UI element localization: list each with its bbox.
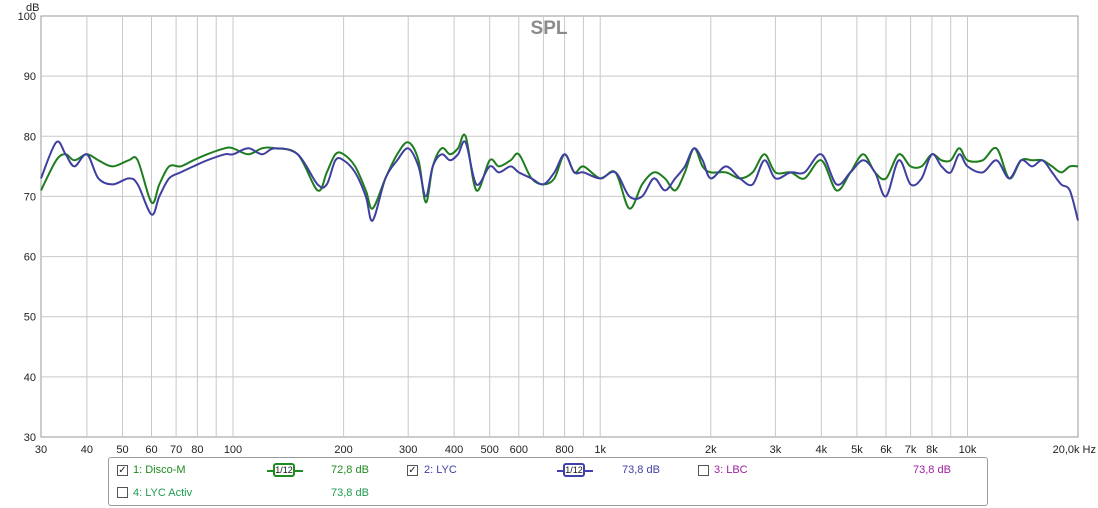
x-tick-labels: 30 40 50 60 70 80 100 200 300 400 500 600 800 1k 2k 3k 4… — [35, 444, 1096, 455]
series-line-disco-m — [40, 133, 1079, 210]
y-tick-label: 50 — [24, 312, 36, 324]
y-tick-labels: 30 40 50 60 70 80 90 100 — [18, 11, 36, 444]
legend-checkbox-4[interactable] — [117, 487, 128, 498]
spl-chart: 30 40 50 60 70 80 90 100 30 40 50 60 70 80 100 200 300 4… — [18, 2, 1096, 455]
x-tick-label: 200 — [334, 444, 352, 455]
y-tick-label: 30 — [24, 432, 36, 444]
legend-panel: ✓ 1: Disco-M 1/12 72,8 dB ✓ 2: LYC 1/12 … — [108, 457, 988, 506]
y-tick-label: 100 — [18, 11, 36, 23]
legend-level-4: 73,8 dB — [331, 487, 369, 499]
y-tick-label: 60 — [24, 252, 36, 264]
smoothing-label-1: 1/12 — [273, 463, 295, 477]
y-tick-label: 80 — [24, 131, 36, 143]
x-tick-label: 2k — [705, 444, 717, 455]
legend-level-2: 73,8 dB — [622, 464, 660, 476]
x-tick-label: 500 — [481, 444, 499, 455]
smoothing-label-2: 1/12 — [563, 463, 585, 477]
series-line-lyc — [40, 140, 1079, 222]
x-tick-label: 600 — [510, 444, 528, 455]
y-tick-label: 90 — [24, 71, 36, 83]
x-tick-label: 70 — [170, 444, 182, 455]
y-axis-label: dB — [26, 2, 39, 14]
x-tick-label: 4k — [815, 444, 827, 455]
x-tick-label: 100 — [224, 444, 242, 455]
legend-label-1: 1: Disco-M — [133, 464, 186, 476]
y-tick-label: 40 — [24, 372, 36, 384]
x-tick-label: 40 — [81, 444, 93, 455]
x-tick-label: 60 — [145, 444, 157, 455]
smoothing-button-2[interactable]: 1/12 — [557, 463, 593, 477]
legend-label-2: 2: LYC — [424, 464, 457, 476]
x-tick-label: 6k — [880, 444, 892, 455]
smoothing-button-1[interactable]: 1/12 — [267, 463, 303, 477]
legend-label-3: 3: LBC — [714, 464, 748, 476]
x-tick-label: 800 — [555, 444, 573, 455]
x-tick-label: 300 — [399, 444, 417, 455]
legend-checkbox-3[interactable] — [698, 465, 709, 476]
legend-label-4: 4: LYC Activ — [133, 487, 193, 499]
x-tick-label: 400 — [445, 444, 463, 455]
x-tick-label: 80 — [191, 444, 203, 455]
x-tick-label: 3k — [770, 444, 782, 455]
x-tick-label: 7k — [905, 444, 917, 455]
x-tick-label: 10k — [959, 444, 977, 455]
legend-checkbox-1[interactable]: ✓ — [117, 465, 128, 476]
series-group — [40, 133, 1079, 222]
x-tick-label: 30 — [35, 444, 47, 455]
x-tick-label: 8k — [926, 444, 938, 455]
legend-level-1: 72,8 dB — [331, 464, 369, 476]
legend-level-3: 73,8 dB — [913, 464, 951, 476]
plot-area — [40, 15, 1079, 438]
x-tick-label: 20,0k Hz — [1053, 444, 1096, 455]
chart-title: SPL — [531, 18, 568, 39]
grid — [41, 16, 1078, 437]
legend-checkbox-2[interactable]: ✓ — [407, 465, 418, 476]
x-tick-label: 1k — [594, 444, 606, 455]
x-tick-label: 50 — [116, 444, 128, 455]
x-tick-label: 5k — [851, 444, 863, 455]
y-tick-label: 70 — [24, 191, 36, 203]
